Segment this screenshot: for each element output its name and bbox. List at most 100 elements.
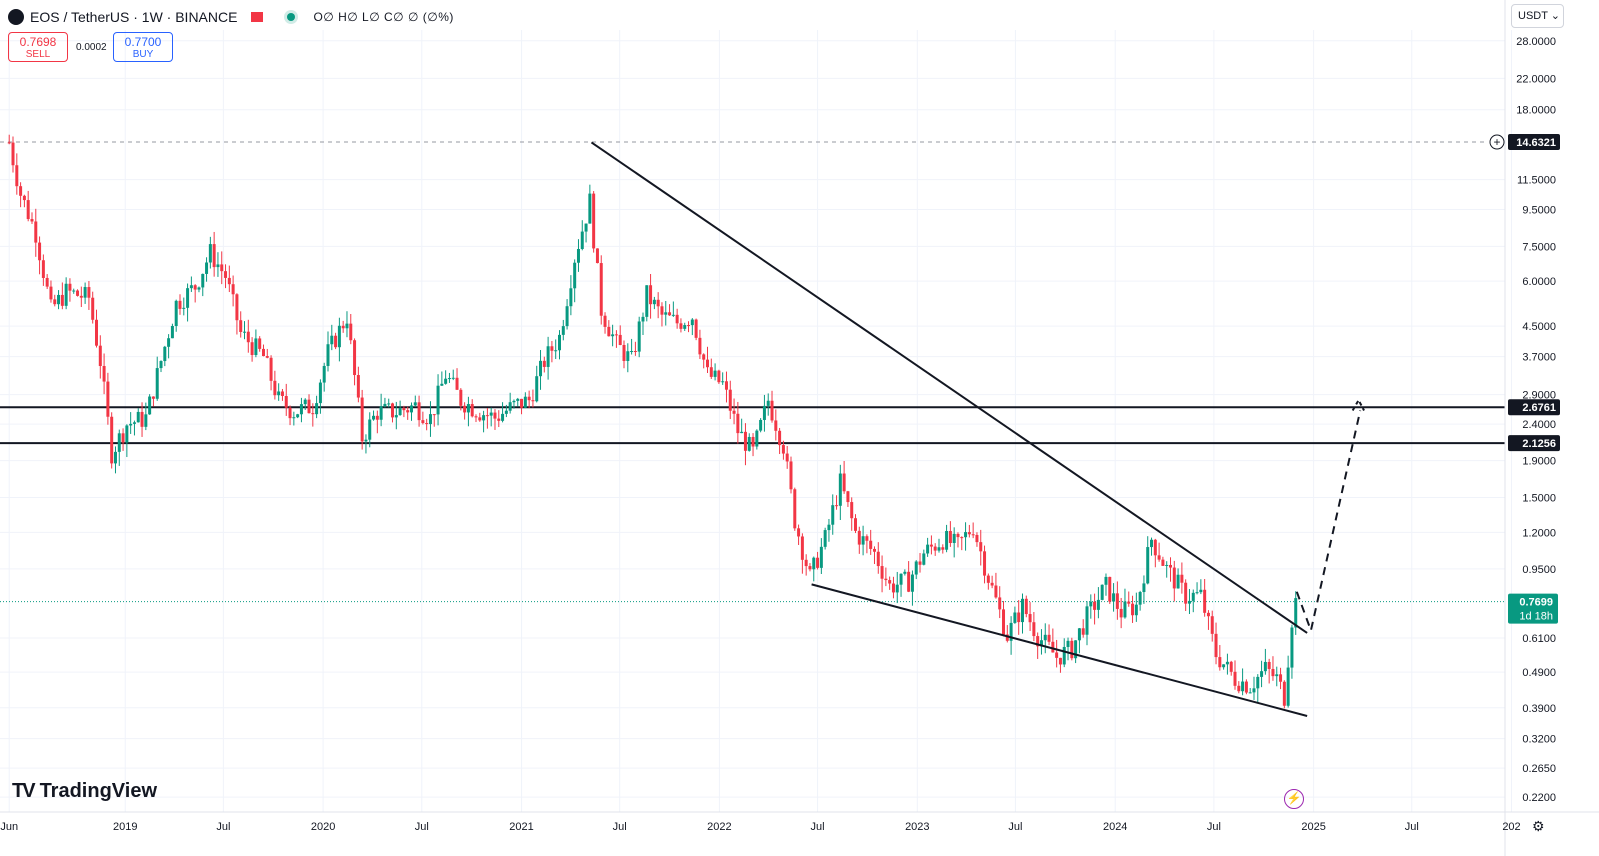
sell-button[interactable]: 0.7698 SELL (8, 32, 68, 62)
candle-body (527, 396, 531, 401)
candle-body (584, 223, 588, 232)
candle-body (398, 408, 402, 416)
candle-body (125, 425, 129, 443)
candle-body (402, 408, 406, 411)
candle-body (964, 532, 968, 538)
candle-body (694, 319, 698, 338)
candle-body (311, 413, 315, 415)
level-price-tag (1508, 435, 1560, 452)
candle-body (557, 334, 561, 351)
candle-body (1028, 614, 1032, 623)
candle-body (816, 557, 820, 568)
x-tick-label: 202 (1502, 821, 1520, 833)
candle-body (778, 430, 782, 446)
y-tick-label: 7.5000 (1522, 241, 1556, 253)
currency-select[interactable]: USDT ⌄ (1511, 4, 1564, 28)
candle-body (1074, 640, 1078, 659)
candle-body (1081, 628, 1085, 635)
y-tick-label: 0.2200 (1522, 792, 1556, 804)
projection-arrowhead (1351, 398, 1365, 411)
symbol-title[interactable]: EOS / TetherUS · 1W · BINANCE (30, 9, 238, 25)
candle-body (379, 406, 383, 420)
candle-body (785, 453, 789, 462)
candle-body (1123, 601, 1127, 618)
candle-body (265, 356, 269, 358)
candle-body (607, 326, 611, 337)
candle-body (243, 331, 247, 333)
candle-body (216, 264, 220, 268)
candle-body (766, 400, 770, 406)
flash-icon[interactable]: ⚡ (1284, 789, 1304, 809)
candle-body (823, 530, 827, 547)
y-tick-label: 0.3200 (1522, 734, 1556, 746)
candle-body (713, 370, 717, 377)
candle-body (409, 405, 413, 413)
candle-body (1225, 661, 1229, 665)
grid (0, 30, 1513, 812)
candle-body (1020, 598, 1024, 623)
candle-body (53, 299, 57, 305)
level-price-label: 2.1256 (1522, 438, 1556, 450)
candle-body (406, 410, 410, 413)
x-tick-label: 2024 (1103, 821, 1127, 833)
candle-body (501, 413, 505, 421)
candles (7, 134, 1298, 709)
x-tick-label: Jul (613, 821, 627, 833)
candle-body (554, 350, 558, 352)
candle-body (819, 546, 823, 568)
candle-body (698, 337, 702, 355)
candle-body (759, 419, 763, 431)
candle-body (220, 264, 224, 272)
gear-icon[interactable]: ⚙ (1532, 818, 1545, 834)
buy-button[interactable]: 0.7700 BUY (113, 32, 173, 62)
sell-label: SELL (25, 49, 51, 60)
candle-body (869, 540, 873, 549)
candle-body (1172, 567, 1176, 589)
flag-icon[interactable] (251, 12, 264, 22)
trend-line (811, 583, 1308, 717)
tradingview-logo[interactable]: TV TradingView (12, 780, 157, 803)
candle-body (983, 551, 987, 576)
candle-body (827, 524, 831, 531)
candle-body (345, 323, 349, 329)
candle-body (1195, 592, 1199, 594)
y-tick-label: 28.0000 (1516, 36, 1556, 48)
y-tick-label: 11.5000 (1517, 175, 1556, 187)
candle-body (948, 530, 952, 544)
candle-body (34, 221, 38, 243)
candle-body (1150, 539, 1154, 548)
candle-body (1260, 671, 1264, 677)
candle-body (212, 244, 216, 268)
candle-body (163, 346, 167, 362)
candle-body (762, 405, 766, 420)
candle-body (922, 553, 926, 565)
candle-body (76, 290, 80, 296)
candle-body (368, 419, 372, 440)
candle-body (690, 319, 694, 326)
buy-label: BUY (132, 49, 154, 60)
candle-body (155, 368, 159, 399)
candle-body (550, 346, 554, 351)
candle-body (1055, 652, 1059, 658)
level-price-label: 2.6761 (1522, 402, 1556, 414)
level-price-tag (1508, 399, 1560, 416)
candle-body (315, 403, 319, 415)
candle-body (1138, 592, 1142, 605)
candle-body (683, 325, 687, 329)
candle-body (288, 407, 292, 419)
candle-body (151, 396, 155, 399)
candle-body (702, 354, 706, 360)
candle-body (728, 389, 732, 411)
candle-body (520, 398, 524, 408)
candle-body (1104, 576, 1108, 585)
candle-body (937, 547, 941, 551)
candle-body (307, 399, 311, 414)
candle-body (205, 262, 209, 274)
candle-body (174, 300, 178, 327)
candle-body (1032, 622, 1036, 637)
candle-body (918, 561, 922, 565)
candle-body (660, 306, 664, 315)
candle-body (903, 571, 907, 574)
candle-body (478, 417, 482, 421)
